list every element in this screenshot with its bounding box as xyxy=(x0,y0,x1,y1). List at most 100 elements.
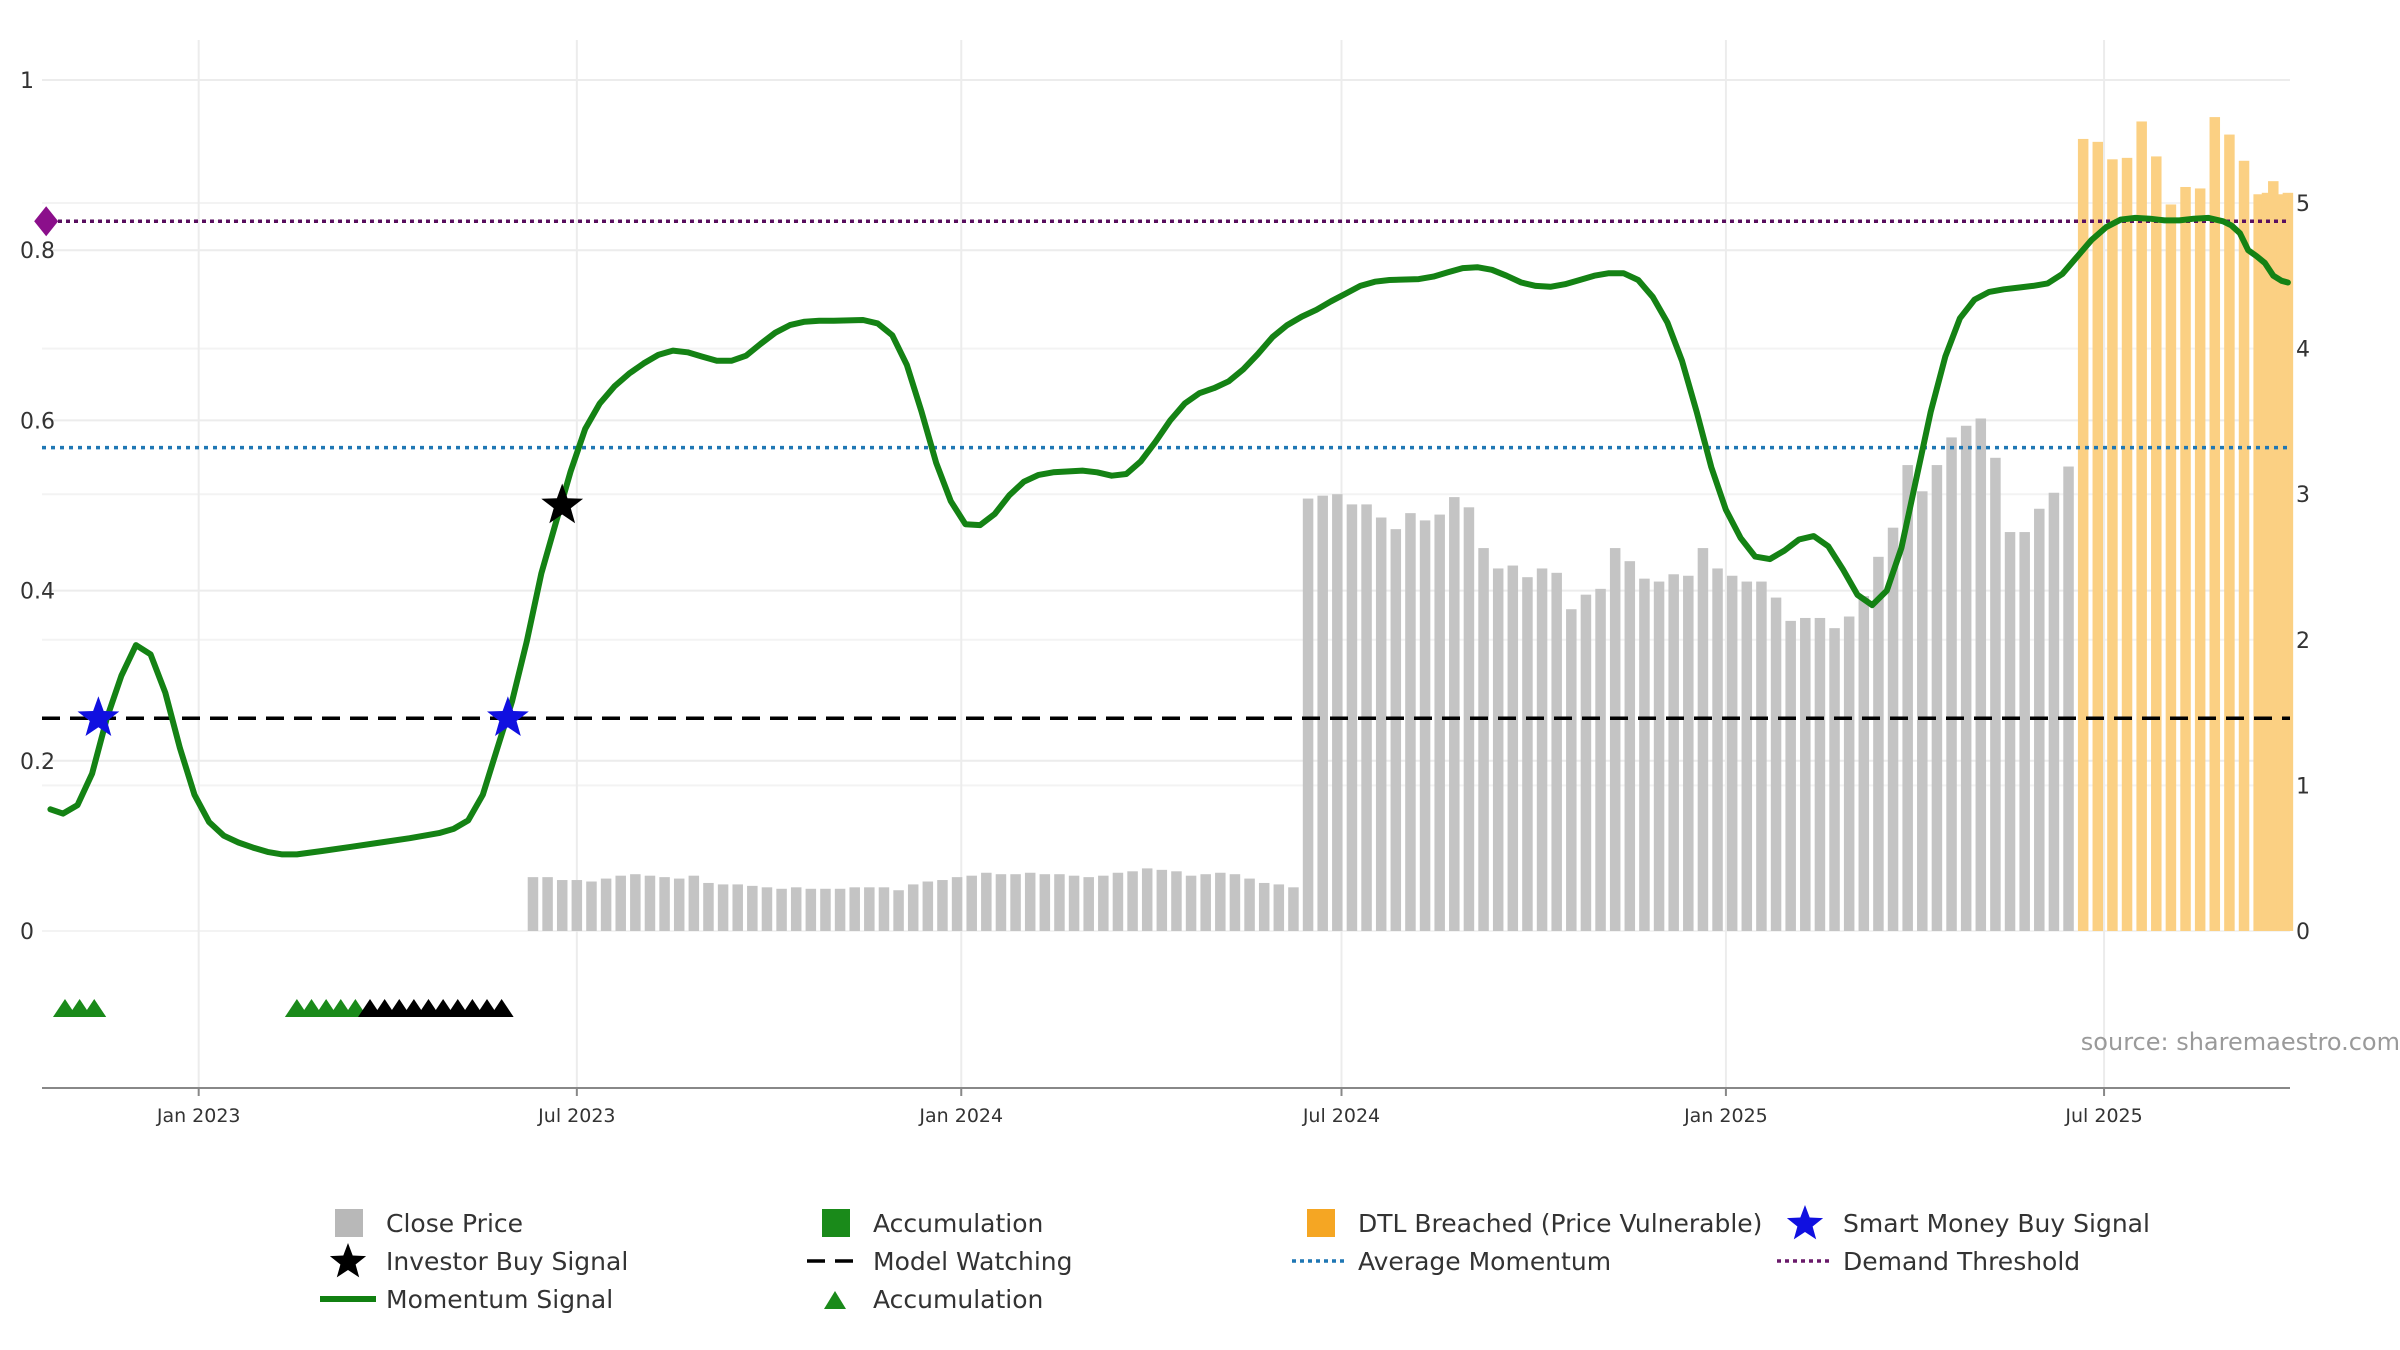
close-price-bar xyxy=(542,877,553,931)
dtl-breached-bar xyxy=(2121,157,2133,931)
chart: 0 0.2 0.4 0.6 0.8 1 0 1 2 3 4 5 Jan 2023 Jul 2023 Jan … xyxy=(20,40,2400,1127)
dtl-breached-bar xyxy=(2261,192,2273,932)
legend-label: Close Price xyxy=(386,1208,524,1238)
close-price-bar xyxy=(1346,504,1358,931)
close-price-bar xyxy=(1726,575,1738,931)
close-price-bar xyxy=(1843,616,1855,931)
close-price-bar xyxy=(688,875,700,931)
close-price-bar xyxy=(1931,465,1943,931)
close-price-bar xyxy=(1653,581,1665,931)
dot-icon xyxy=(1775,1243,1835,1279)
x-tick-label: Jul 2023 xyxy=(537,1105,615,1127)
close-price-bar xyxy=(717,884,729,931)
close-price-bar xyxy=(1800,617,1811,931)
square-icon xyxy=(1290,1205,1350,1241)
y-right-tick-label: 4 xyxy=(2296,338,2310,363)
legend-item-close_price: Close Price xyxy=(318,1205,523,1241)
close-price-bar xyxy=(1024,872,1036,931)
star-icon xyxy=(318,1243,378,1279)
legend-label: Momentum Signal xyxy=(386,1284,614,1314)
y-left-tick-label: 0.2 xyxy=(20,750,55,775)
legend-item-accumulation_triangle: Accumulation xyxy=(805,1281,1043,1317)
close-price-bar xyxy=(1434,514,1445,931)
close-price-bar xyxy=(1536,568,1548,931)
close-price-bar xyxy=(1639,578,1650,931)
close-price-bar xyxy=(1244,878,1255,931)
close-price-bar xyxy=(630,874,641,931)
close-price-bar xyxy=(1902,465,1913,931)
signal-markers xyxy=(34,206,584,1017)
close-price-bar xyxy=(1580,594,1592,931)
close-price-bar xyxy=(1946,437,1957,931)
dtl-breached-bar xyxy=(2194,188,2206,931)
close-price-bar xyxy=(1624,561,1636,931)
close-price-bar xyxy=(527,877,539,931)
close-price-bar xyxy=(1054,874,1065,931)
momentum-signal-line xyxy=(47,214,2291,858)
close-price-bar xyxy=(1332,494,1343,931)
dtl-breached-bar xyxy=(2151,156,2162,931)
close-price-bar xyxy=(1039,874,1051,931)
close-price-bar xyxy=(1858,596,1870,931)
smart-money-buy-star xyxy=(77,696,120,736)
legend-label: Investor Buy Signal xyxy=(386,1246,629,1276)
x-tick-label: Jul 2024 xyxy=(1302,1105,1380,1127)
close-price-bar xyxy=(1010,874,1021,931)
close-price-bar xyxy=(761,887,773,931)
close-price-bar xyxy=(1200,874,1211,931)
close-price-bar xyxy=(1229,874,1241,931)
close-price-bar xyxy=(1522,577,1533,931)
close-price-bar xyxy=(2063,466,2074,931)
dtl-breached-bar xyxy=(2092,141,2104,931)
legend-item-dtl_breached: DTL Breached (Price Vulnerable) xyxy=(1290,1205,1762,1241)
close-price-bar xyxy=(1463,507,1475,931)
y-right-tick-label: 0 xyxy=(2296,920,2310,945)
close-price-bar xyxy=(1697,548,1709,931)
close-price-bar xyxy=(1741,581,1753,931)
close-price-bar xyxy=(600,878,612,931)
dtl-breached-bars xyxy=(2077,117,2294,932)
momentum-signal xyxy=(47,214,2291,858)
smart-money-buy-star xyxy=(487,696,529,736)
y-left-tick-label: 0 xyxy=(20,920,34,945)
close-price-bar xyxy=(703,882,714,931)
close-price-bar xyxy=(805,888,817,931)
x-tick-label: Jan 2025 xyxy=(1683,1105,1768,1127)
close-price-bar xyxy=(586,881,597,931)
close-price-bar xyxy=(2019,532,2030,931)
close-price-bar xyxy=(922,881,934,931)
close-price-bar xyxy=(1770,597,1782,931)
y-left-tick-label: 0.8 xyxy=(20,239,55,264)
close-price-bar xyxy=(1595,588,1606,931)
dtl-breached-bar xyxy=(2077,138,2089,931)
axes: 0 0.2 0.4 0.6 0.8 1 0 1 2 3 4 5 Jan 2023 Jul 2023 Jan … xyxy=(20,69,2310,1127)
close-price-bar xyxy=(1873,556,1884,931)
close-price-bar xyxy=(790,887,802,931)
close-price-bar xyxy=(1141,868,1153,931)
close-price-bar xyxy=(776,888,787,931)
close-price-bar xyxy=(1887,527,1899,931)
close-price-bar xyxy=(1419,520,1431,931)
close-price-bar xyxy=(1258,882,1270,931)
reference-lines xyxy=(42,219,2290,720)
close-price-bar xyxy=(556,880,568,931)
close-price-bar xyxy=(907,884,919,931)
legend-label: Average Momentum xyxy=(1358,1246,1612,1276)
legend: Close Price Accumulation DTL Breached (Pri… xyxy=(0,1205,2400,1335)
triangle-icon xyxy=(805,1281,865,1317)
legend-label: Accumulation xyxy=(873,1208,1044,1238)
close-price-bar xyxy=(732,884,743,931)
close-price-bar xyxy=(1609,548,1621,931)
legend-item-smart_money: Smart Money Buy Signal xyxy=(1775,1205,2150,1241)
dot-icon xyxy=(1290,1243,1350,1279)
close-price-bar xyxy=(951,877,963,931)
x-tick-label: Jan 2023 xyxy=(156,1105,241,1127)
legend-label: Model Watching xyxy=(873,1246,1073,1276)
close-price-bar xyxy=(1712,568,1723,931)
dtl-breached-bar xyxy=(2165,204,2177,931)
close-price-bar xyxy=(1112,872,1124,931)
close-price-bar xyxy=(1375,517,1387,931)
legend-label: Accumulation xyxy=(873,1284,1044,1314)
close-price-bar xyxy=(937,880,948,931)
close-price-bar xyxy=(1083,877,1094,931)
